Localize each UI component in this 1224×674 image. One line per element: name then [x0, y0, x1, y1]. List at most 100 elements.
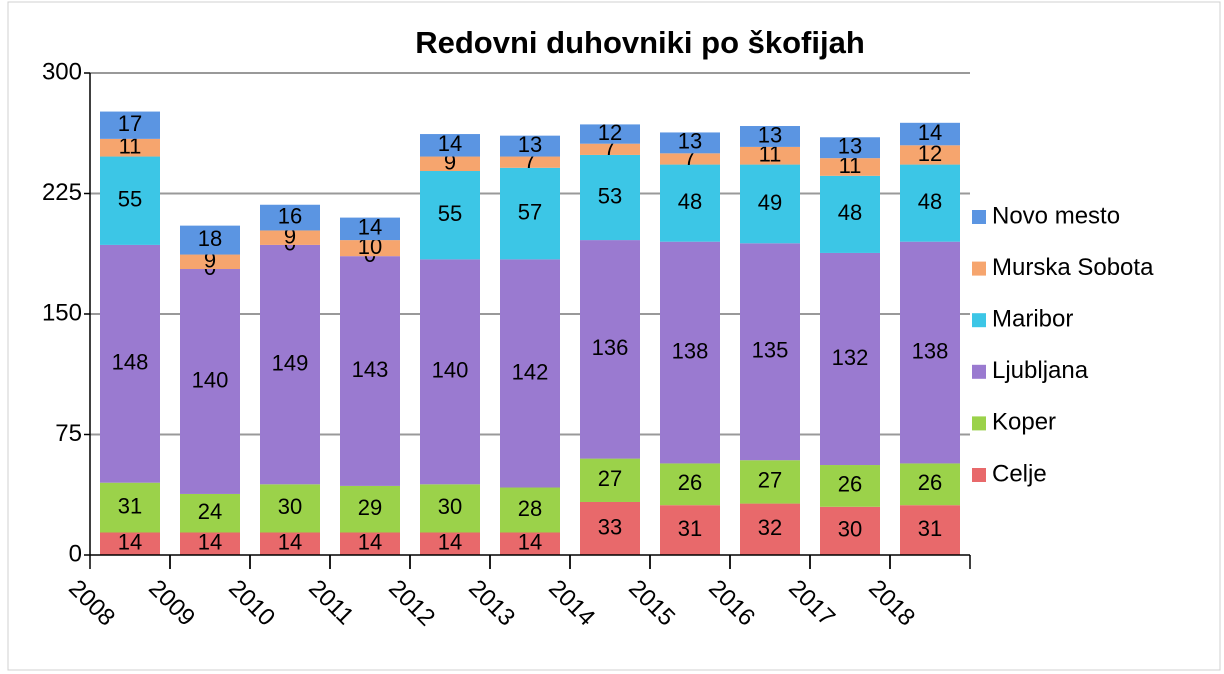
y-tick-label: 300	[42, 58, 82, 85]
data-label: 138	[912, 338, 949, 363]
data-label: 132	[832, 345, 869, 370]
data-label: 32	[758, 515, 782, 540]
data-label: 142	[512, 359, 549, 384]
bar-segment	[420, 259, 480, 485]
bar-segment	[580, 501, 640, 555]
bar-segment	[420, 134, 480, 157]
bar-segment	[260, 204, 320, 231]
bar-segment	[580, 240, 640, 459]
data-label: 30	[438, 494, 462, 519]
y-tick-label: 0	[69, 540, 82, 567]
legend-label: Maribor	[992, 306, 1073, 333]
data-label: 26	[918, 470, 942, 495]
data-label: 33	[598, 514, 622, 539]
legend-label: Celje	[992, 460, 1047, 487]
bar-segment	[500, 532, 560, 555]
data-label: 11	[119, 134, 142, 159]
bar-segment	[340, 256, 400, 486]
data-label: 14	[198, 530, 222, 555]
data-label: 53	[598, 183, 622, 208]
data-label: 148	[112, 350, 149, 375]
y-tick-label: 150	[42, 299, 82, 326]
legend-label: Novo mesto	[992, 202, 1120, 229]
data-label: 13	[518, 132, 542, 157]
data-label: 14	[278, 530, 302, 555]
legend-swatch	[972, 416, 986, 431]
bar-segment	[820, 465, 880, 507]
data-label: 31	[678, 516, 702, 541]
bar-segment	[100, 532, 160, 555]
bar-segment	[660, 463, 720, 506]
data-label: 48	[838, 200, 862, 225]
data-label: 16	[278, 203, 302, 228]
bar-segment	[420, 484, 480, 533]
bar-segment	[740, 164, 800, 244]
chart-title: Redovni duhovniki po škofijah	[415, 25, 865, 60]
data-label: 18	[198, 226, 222, 251]
bar-segment	[340, 217, 400, 241]
data-label: 11	[759, 142, 782, 167]
bar-segment	[740, 460, 800, 504]
data-label: 55	[438, 201, 462, 226]
bar-segment	[660, 132, 720, 154]
data-label: 136	[592, 335, 629, 360]
legend-swatch	[972, 468, 986, 482]
data-label: 30	[838, 517, 862, 542]
bar-segment	[500, 135, 560, 157]
bar-segment	[820, 506, 880, 555]
data-label: 24	[198, 499, 222, 524]
bar-segment	[740, 503, 800, 555]
bar-segment	[820, 158, 880, 176]
data-label: 29	[358, 495, 382, 520]
data-label: 138	[672, 338, 709, 363]
data-label: 55	[118, 187, 142, 212]
bar-segment	[900, 241, 960, 464]
bar-segment	[900, 122, 960, 146]
bar-segment	[180, 269, 240, 494]
bar-segment	[580, 458, 640, 502]
bar-segment	[180, 532, 240, 555]
data-label: 26	[678, 470, 702, 495]
data-label: 14	[358, 530, 382, 555]
bar-segment	[900, 164, 960, 242]
data-label: 14	[358, 215, 382, 240]
bar-segment	[500, 487, 560, 533]
data-label: 14	[518, 530, 542, 555]
bar-segment	[900, 145, 960, 165]
data-label: 26	[838, 472, 862, 497]
data-label: 48	[678, 189, 702, 214]
bar-segment	[740, 243, 800, 461]
data-label: 14	[438, 131, 462, 156]
bar-segment	[100, 111, 160, 139]
bar-segment	[420, 171, 480, 260]
data-label: 49	[758, 190, 782, 215]
bar-segment	[100, 244, 160, 483]
bar-segment	[500, 167, 560, 260]
data-label: 30	[278, 494, 302, 519]
legend-label: Murska Sobota	[992, 254, 1154, 281]
data-label: 140	[432, 358, 469, 383]
legend-label: Ljubljana	[992, 357, 1089, 384]
bar-segment	[900, 505, 960, 555]
bar-segment	[820, 252, 880, 466]
data-label: 28	[518, 496, 542, 521]
bar-segment	[420, 156, 480, 172]
bar-segment	[580, 154, 640, 241]
y-tick-label: 75	[55, 420, 82, 447]
bar-segment	[660, 505, 720, 555]
data-label: 27	[598, 466, 622, 491]
bar-segment	[820, 137, 880, 159]
legend-swatch	[972, 210, 986, 224]
data-label: 27	[758, 468, 782, 493]
legend-label: Koper	[992, 409, 1056, 436]
bar-segment	[660, 164, 720, 242]
legend-swatch	[972, 261, 986, 276]
bar-segment	[100, 138, 160, 157]
bar-segment	[500, 156, 560, 168]
bar-segment	[340, 532, 400, 555]
data-label: 14	[118, 530, 142, 555]
bar-segment	[100, 482, 160, 533]
bar-segment	[740, 126, 800, 147]
data-label: 135	[752, 338, 789, 363]
